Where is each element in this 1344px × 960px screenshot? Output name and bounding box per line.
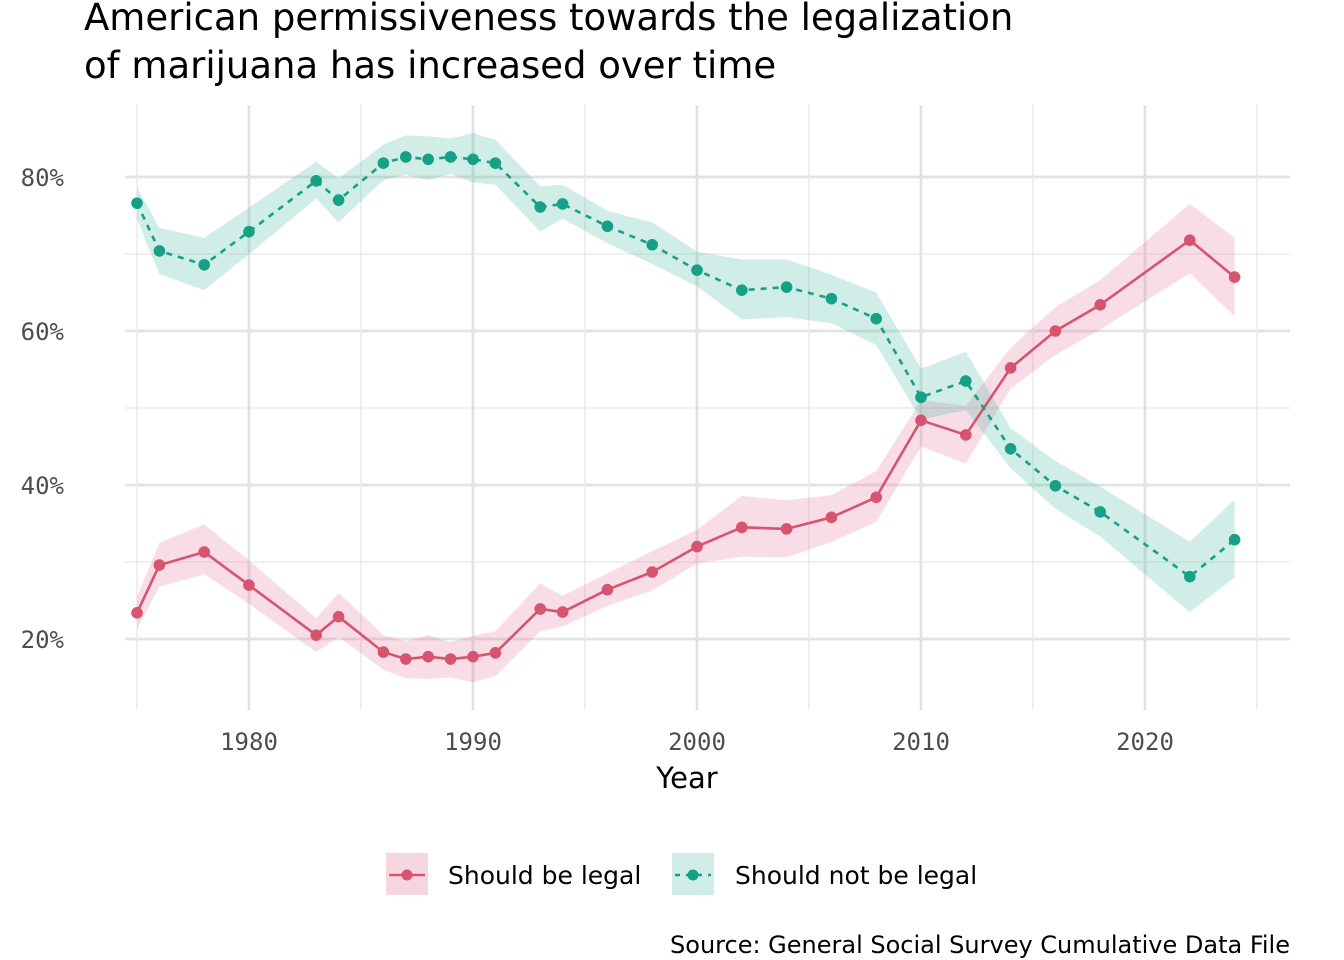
y-tick-label: 60% — [21, 318, 65, 346]
data-point-should-not-be-legal — [915, 391, 927, 404]
x-tick-label: 2000 — [668, 728, 726, 756]
data-point-should-not-be-legal — [646, 238, 658, 251]
series-lines — [135, 155, 1236, 661]
data-point-should-be-legal — [310, 629, 323, 641]
legend-label-should-not-be-legal: Should not be legal — [735, 861, 977, 890]
data-point-should-be-legal — [1184, 234, 1196, 246]
data-point-should-not-be-legal — [736, 284, 748, 296]
y-tick-label: 40% — [21, 472, 65, 500]
data-point-should-be-legal — [1049, 325, 1062, 337]
data-point-should-be-legal — [243, 579, 255, 591]
line-should-be-legal — [135, 238, 1236, 661]
data-point-should-not-be-legal — [1094, 506, 1106, 518]
x-axis-title: Year — [655, 761, 717, 795]
data-point-should-not-be-legal — [1184, 570, 1196, 583]
data-point-should-be-legal — [444, 653, 457, 665]
data-point-should-be-legal — [960, 429, 972, 441]
data-point-should-not-be-legal — [198, 258, 210, 271]
data-point-should-not-be-legal — [489, 157, 502, 169]
data-point-should-not-be-legal — [870, 312, 882, 325]
data-point-should-be-legal — [1004, 362, 1017, 374]
data-point-should-not-be-legal — [534, 201, 546, 213]
data-point-should-not-be-legal — [960, 375, 972, 387]
x-axis-ticks: 1980 1990 2000 2010 2020 — [220, 728, 1174, 756]
data-point-should-not-be-legal — [422, 153, 435, 166]
data-point-should-be-legal — [422, 650, 435, 663]
chart-title-line-1: American permissiveness towards the lega… — [84, 0, 1014, 39]
y-tick-label: 80% — [21, 164, 65, 192]
y-axis-ticks: 20% 40% 60% 80% — [21, 164, 65, 654]
data-point-should-be-legal — [467, 650, 479, 663]
data-point-should-not-be-legal — [467, 153, 479, 166]
data-point-should-not-be-legal — [556, 198, 569, 210]
data-point-should-not-be-legal — [310, 175, 323, 187]
series-points — [131, 151, 1241, 665]
data-point-should-be-legal — [1228, 271, 1241, 283]
data-point-should-be-legal — [556, 606, 569, 618]
x-tick-label: 1980 — [220, 728, 278, 756]
data-point-should-be-legal — [131, 607, 143, 619]
data-point-should-be-legal — [489, 647, 502, 659]
data-point-should-be-legal — [646, 566, 658, 578]
data-point-should-not-be-legal — [1004, 443, 1017, 455]
data-point-should-not-be-legal — [1049, 479, 1062, 492]
data-point-should-not-be-legal — [400, 151, 412, 163]
data-point-should-be-legal — [870, 491, 882, 504]
data-point-should-be-legal — [534, 603, 546, 615]
legend-key-point — [687, 869, 699, 881]
data-point-should-not-be-legal — [1228, 533, 1241, 546]
line-should-not-be-legal — [135, 155, 1236, 578]
data-point-should-not-be-legal — [377, 157, 390, 169]
data-point-should-be-legal — [601, 583, 614, 596]
y-tick-label: 20% — [21, 626, 65, 654]
x-tick-label: 1990 — [444, 728, 502, 756]
data-point-should-be-legal — [825, 511, 838, 524]
data-point-should-be-legal — [198, 546, 210, 558]
data-point-should-be-legal — [691, 540, 703, 553]
data-point-should-be-legal — [332, 610, 345, 623]
data-point-should-not-be-legal — [332, 194, 345, 206]
data-point-should-be-legal — [153, 559, 166, 571]
legend-label-should-be-legal: Should be legal — [448, 861, 641, 890]
data-point-should-be-legal — [780, 523, 793, 535]
data-point-should-not-be-legal — [780, 281, 793, 293]
data-point-should-not-be-legal — [825, 292, 838, 305]
data-point-should-not-be-legal — [131, 197, 143, 209]
x-tick-label: 2010 — [892, 728, 950, 756]
legend: Should be legal Should not be legal — [386, 853, 977, 895]
data-point-should-not-be-legal — [243, 225, 255, 238]
data-point-should-not-be-legal — [153, 245, 166, 257]
x-tick-label: 2020 — [1116, 728, 1174, 756]
source-caption: Source: General Social Survey Cumulative… — [670, 931, 1290, 959]
data-point-should-be-legal — [736, 521, 748, 534]
legend-key-point — [401, 869, 413, 881]
data-point-should-not-be-legal — [444, 151, 457, 163]
legend-item-should-be-legal: Should be legal — [386, 853, 641, 895]
data-point-should-be-legal — [915, 414, 927, 427]
data-point-should-not-be-legal — [691, 264, 703, 276]
data-point-should-be-legal — [377, 646, 390, 658]
data-point-should-be-legal — [400, 653, 412, 665]
data-point-should-be-legal — [1094, 299, 1106, 311]
data-point-should-not-be-legal — [601, 220, 614, 233]
legend-item-should-not-be-legal: Should not be legal — [672, 853, 977, 895]
chart-title: American permissiveness towards the lega… — [84, 0, 1284, 90]
chart-title-line-2: of marijuana has increased over time — [84, 44, 777, 87]
